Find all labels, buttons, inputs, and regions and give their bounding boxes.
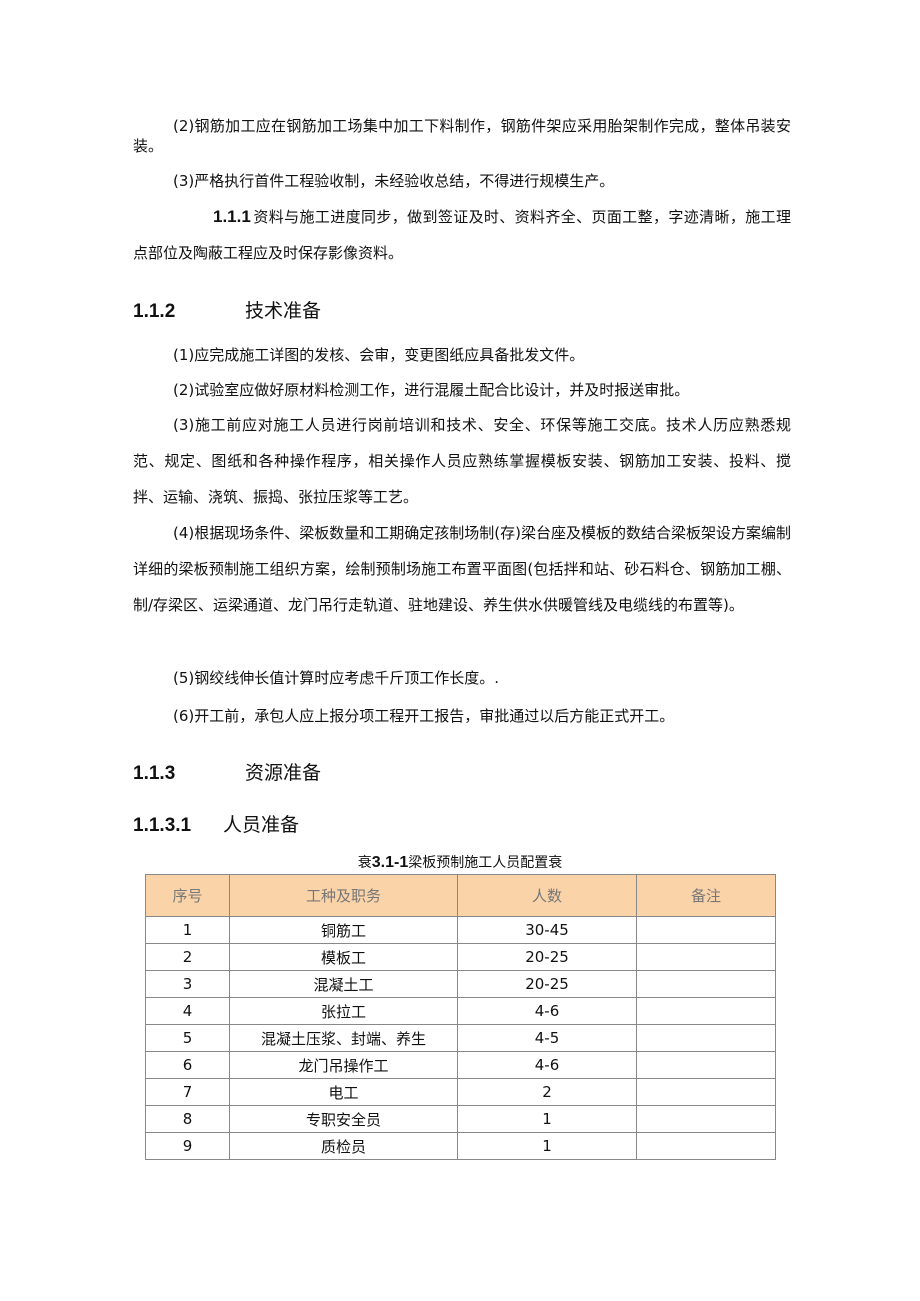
seq-cell: 1 bbox=[145, 916, 230, 944]
table-row: 2 模板工 20-25 bbox=[145, 943, 776, 971]
seq-cell: 6 bbox=[145, 1051, 230, 1079]
heading-1-1-3: 1.1.3 资源准备 bbox=[133, 758, 321, 785]
list-item: (4)根据现场条件、梁板数量和工期确定孩制场制(存)梁台座及模板的数结合梁板架设… bbox=[133, 524, 791, 614]
seq-cell: 3 bbox=[145, 970, 230, 998]
list-item: (6)开工前，承包人应上报分项工程开工报告，审批通过以后方能正式开工。 bbox=[173, 707, 675, 725]
table-row: 5 混凝土压浆、封端、养生 4-5 bbox=[145, 1024, 776, 1052]
count-cell: 1 bbox=[457, 1105, 637, 1133]
count-cell: 20-25 bbox=[457, 943, 637, 971]
seq-cell: 8 bbox=[145, 1105, 230, 1133]
table-row: 8 专职安全员 1 bbox=[145, 1105, 776, 1133]
job-cell: 张拉工 bbox=[229, 997, 458, 1025]
paragraph: (3)严格执行首件工程验收制，未经验收总结，不得进行规模生产。 bbox=[173, 172, 615, 190]
job-cell: 铜筋工 bbox=[229, 916, 458, 944]
caption-number: 3.1-1 bbox=[371, 854, 409, 871]
paragraph: (2)钢筋加工应在钢筋加工场集中加工下料制作，钢筋件架应采用胎架制作完成，整体吊… bbox=[133, 117, 791, 155]
table-caption: 衰3.1-1梁板预制施工人员配置衰 bbox=[0, 852, 920, 872]
heading-number: 1.1.3 bbox=[133, 763, 176, 784]
remark-cell bbox=[636, 1078, 776, 1106]
remark-cell bbox=[636, 916, 776, 944]
section-1-1-1: 1.1.1 资料与施工进度同步，做到签证及时、资料齐全、页面工整，字迹清晰，施工理… bbox=[133, 199, 791, 271]
header-cell: 备注 bbox=[636, 874, 776, 917]
count-cell: 20-25 bbox=[457, 970, 637, 998]
heading-1-1-2: 1.1.2 技术准备 bbox=[133, 296, 321, 323]
table-row: 6 龙门吊操作工 4-6 bbox=[145, 1051, 776, 1079]
remark-cell bbox=[636, 1051, 776, 1079]
job-cell: 质检员 bbox=[229, 1132, 458, 1160]
header-cell: 工种及职务 bbox=[229, 874, 458, 917]
count-cell: 4-6 bbox=[457, 1051, 637, 1079]
job-cell: 混凝土工 bbox=[229, 970, 458, 998]
list-item: (2)试验室应做好原材料检测工作，进行混履土配合比设计，并及时报送审批。 bbox=[173, 381, 690, 399]
job-cell: 电工 bbox=[229, 1078, 458, 1106]
section-number: 1.1.1 bbox=[213, 207, 251, 226]
remark-cell bbox=[636, 943, 776, 971]
table-header-row: 序号 工种及职务 人数 备注 bbox=[145, 874, 776, 917]
job-cell: 龙门吊操作工 bbox=[229, 1051, 458, 1079]
heading-number: 1.1.3.1 bbox=[133, 815, 192, 836]
table-row: 4 张拉工 4-6 bbox=[145, 997, 776, 1025]
heading-number: 1.1.2 bbox=[133, 301, 176, 322]
seq-cell: 2 bbox=[145, 943, 230, 971]
table-row: 3 混凝土工 20-25 bbox=[145, 970, 776, 998]
seq-cell: 5 bbox=[145, 1024, 230, 1052]
staff-table: 序号 工种及职务 人数 备注 1 铜筋工 30-45 2 模板工 20-25 3 混凝土工 20… bbox=[145, 874, 776, 1160]
seq-cell: 7 bbox=[145, 1078, 230, 1106]
heading-title: 技术准备 bbox=[245, 301, 322, 322]
count-cell: 30-45 bbox=[457, 916, 637, 944]
header-cell: 序号 bbox=[145, 874, 230, 917]
caption-prefix: 衰 bbox=[357, 855, 372, 871]
heading-title: 人员准备 bbox=[223, 815, 300, 836]
job-cell: 混凝土压浆、封端、养生 bbox=[229, 1024, 458, 1052]
heading-1-1-3-1: 1.1.3.1 人员准备 bbox=[133, 810, 299, 837]
table-row: 1 铜筋工 30-45 bbox=[145, 916, 776, 944]
table-row: 9 质检员 1 bbox=[145, 1132, 776, 1160]
count-cell: 4-5 bbox=[457, 1024, 637, 1052]
remark-cell bbox=[636, 1105, 776, 1133]
job-cell: 模板工 bbox=[229, 943, 458, 971]
table-row: 7 电工 2 bbox=[145, 1078, 776, 1106]
remark-cell bbox=[636, 970, 776, 998]
remark-cell bbox=[636, 1024, 776, 1052]
count-cell: 4-6 bbox=[457, 997, 637, 1025]
count-cell: 1 bbox=[457, 1132, 637, 1160]
heading-title: 资源准备 bbox=[245, 763, 322, 784]
job-cell: 专职安全员 bbox=[229, 1105, 458, 1133]
remark-cell bbox=[636, 1132, 776, 1160]
seq-cell: 4 bbox=[145, 997, 230, 1025]
remark-cell bbox=[636, 997, 776, 1025]
caption-text: 梁板预制施工人员配置衰 bbox=[408, 855, 563, 871]
section-text: 资料与施工进度同步，做到签证及时、资料齐全、页面工整，字迹清晰，施工理点部位及陶… bbox=[133, 208, 791, 262]
seq-cell: 9 bbox=[145, 1132, 230, 1160]
count-cell: 2 bbox=[457, 1078, 637, 1106]
header-cell: 人数 bbox=[457, 874, 637, 917]
list-item: (5)钢绞线伸长值计算时应考虑千斤顶工作长度。. bbox=[173, 669, 500, 687]
list-item: (3)施工前应对施工人员进行岗前培训和技术、安全、环保等施工交底。技术人历应熟悉… bbox=[133, 416, 791, 506]
list-item: (1)应完成施工详图的发核、会审，变更图纸应具备批发文件。 bbox=[173, 346, 585, 364]
